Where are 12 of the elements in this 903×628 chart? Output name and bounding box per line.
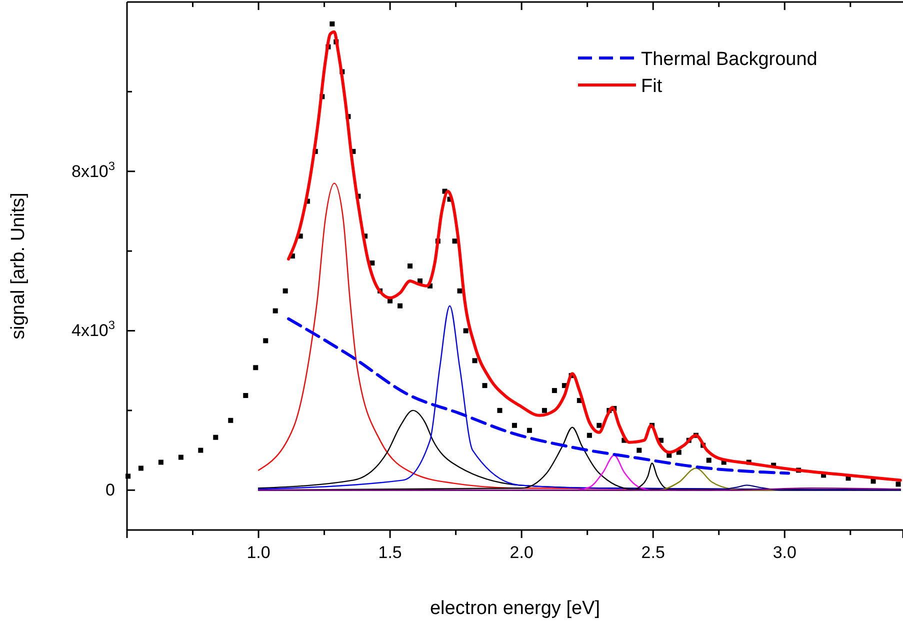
x-tick-label: 2.0 <box>510 543 534 562</box>
x-tick-label: 1.0 <box>246 543 270 562</box>
x-axis-title: electron energy [eV] <box>430 598 600 619</box>
x-tick-label: 2.5 <box>641 543 665 562</box>
x-tick-label: 1.5 <box>378 543 402 562</box>
y-tick-label: 4x10$^{3}$ <box>72 318 116 340</box>
x-tick-label: 3.0 <box>772 543 796 562</box>
legend-label: Fit <box>641 76 663 97</box>
y-axis-title: signal [arb. Units] <box>8 192 29 340</box>
legend-label: Thermal Background <box>641 49 818 70</box>
y-tick-label: 0 <box>106 480 115 500</box>
y-tick-label: 8x10$^{3}$ <box>72 158 116 181</box>
